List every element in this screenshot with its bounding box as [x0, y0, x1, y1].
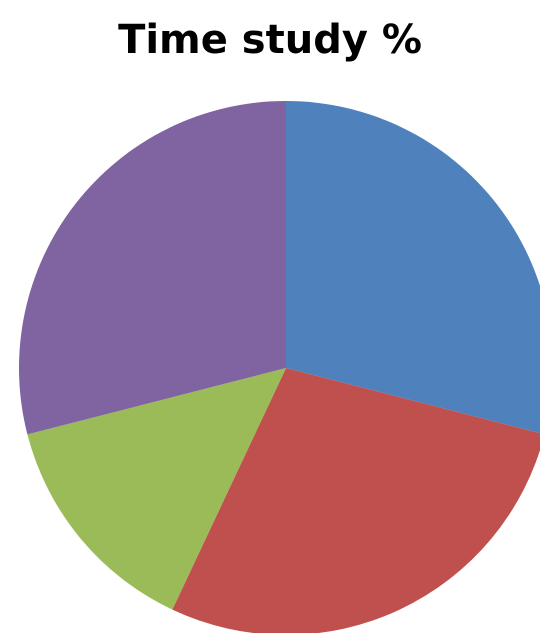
pie-slice-4: [19, 101, 286, 435]
pie-slice-1: [286, 101, 540, 434]
chart-title: Time study %: [118, 17, 422, 63]
pie-slice-3: [27, 368, 286, 610]
pie-slice-2: [172, 368, 540, 633]
